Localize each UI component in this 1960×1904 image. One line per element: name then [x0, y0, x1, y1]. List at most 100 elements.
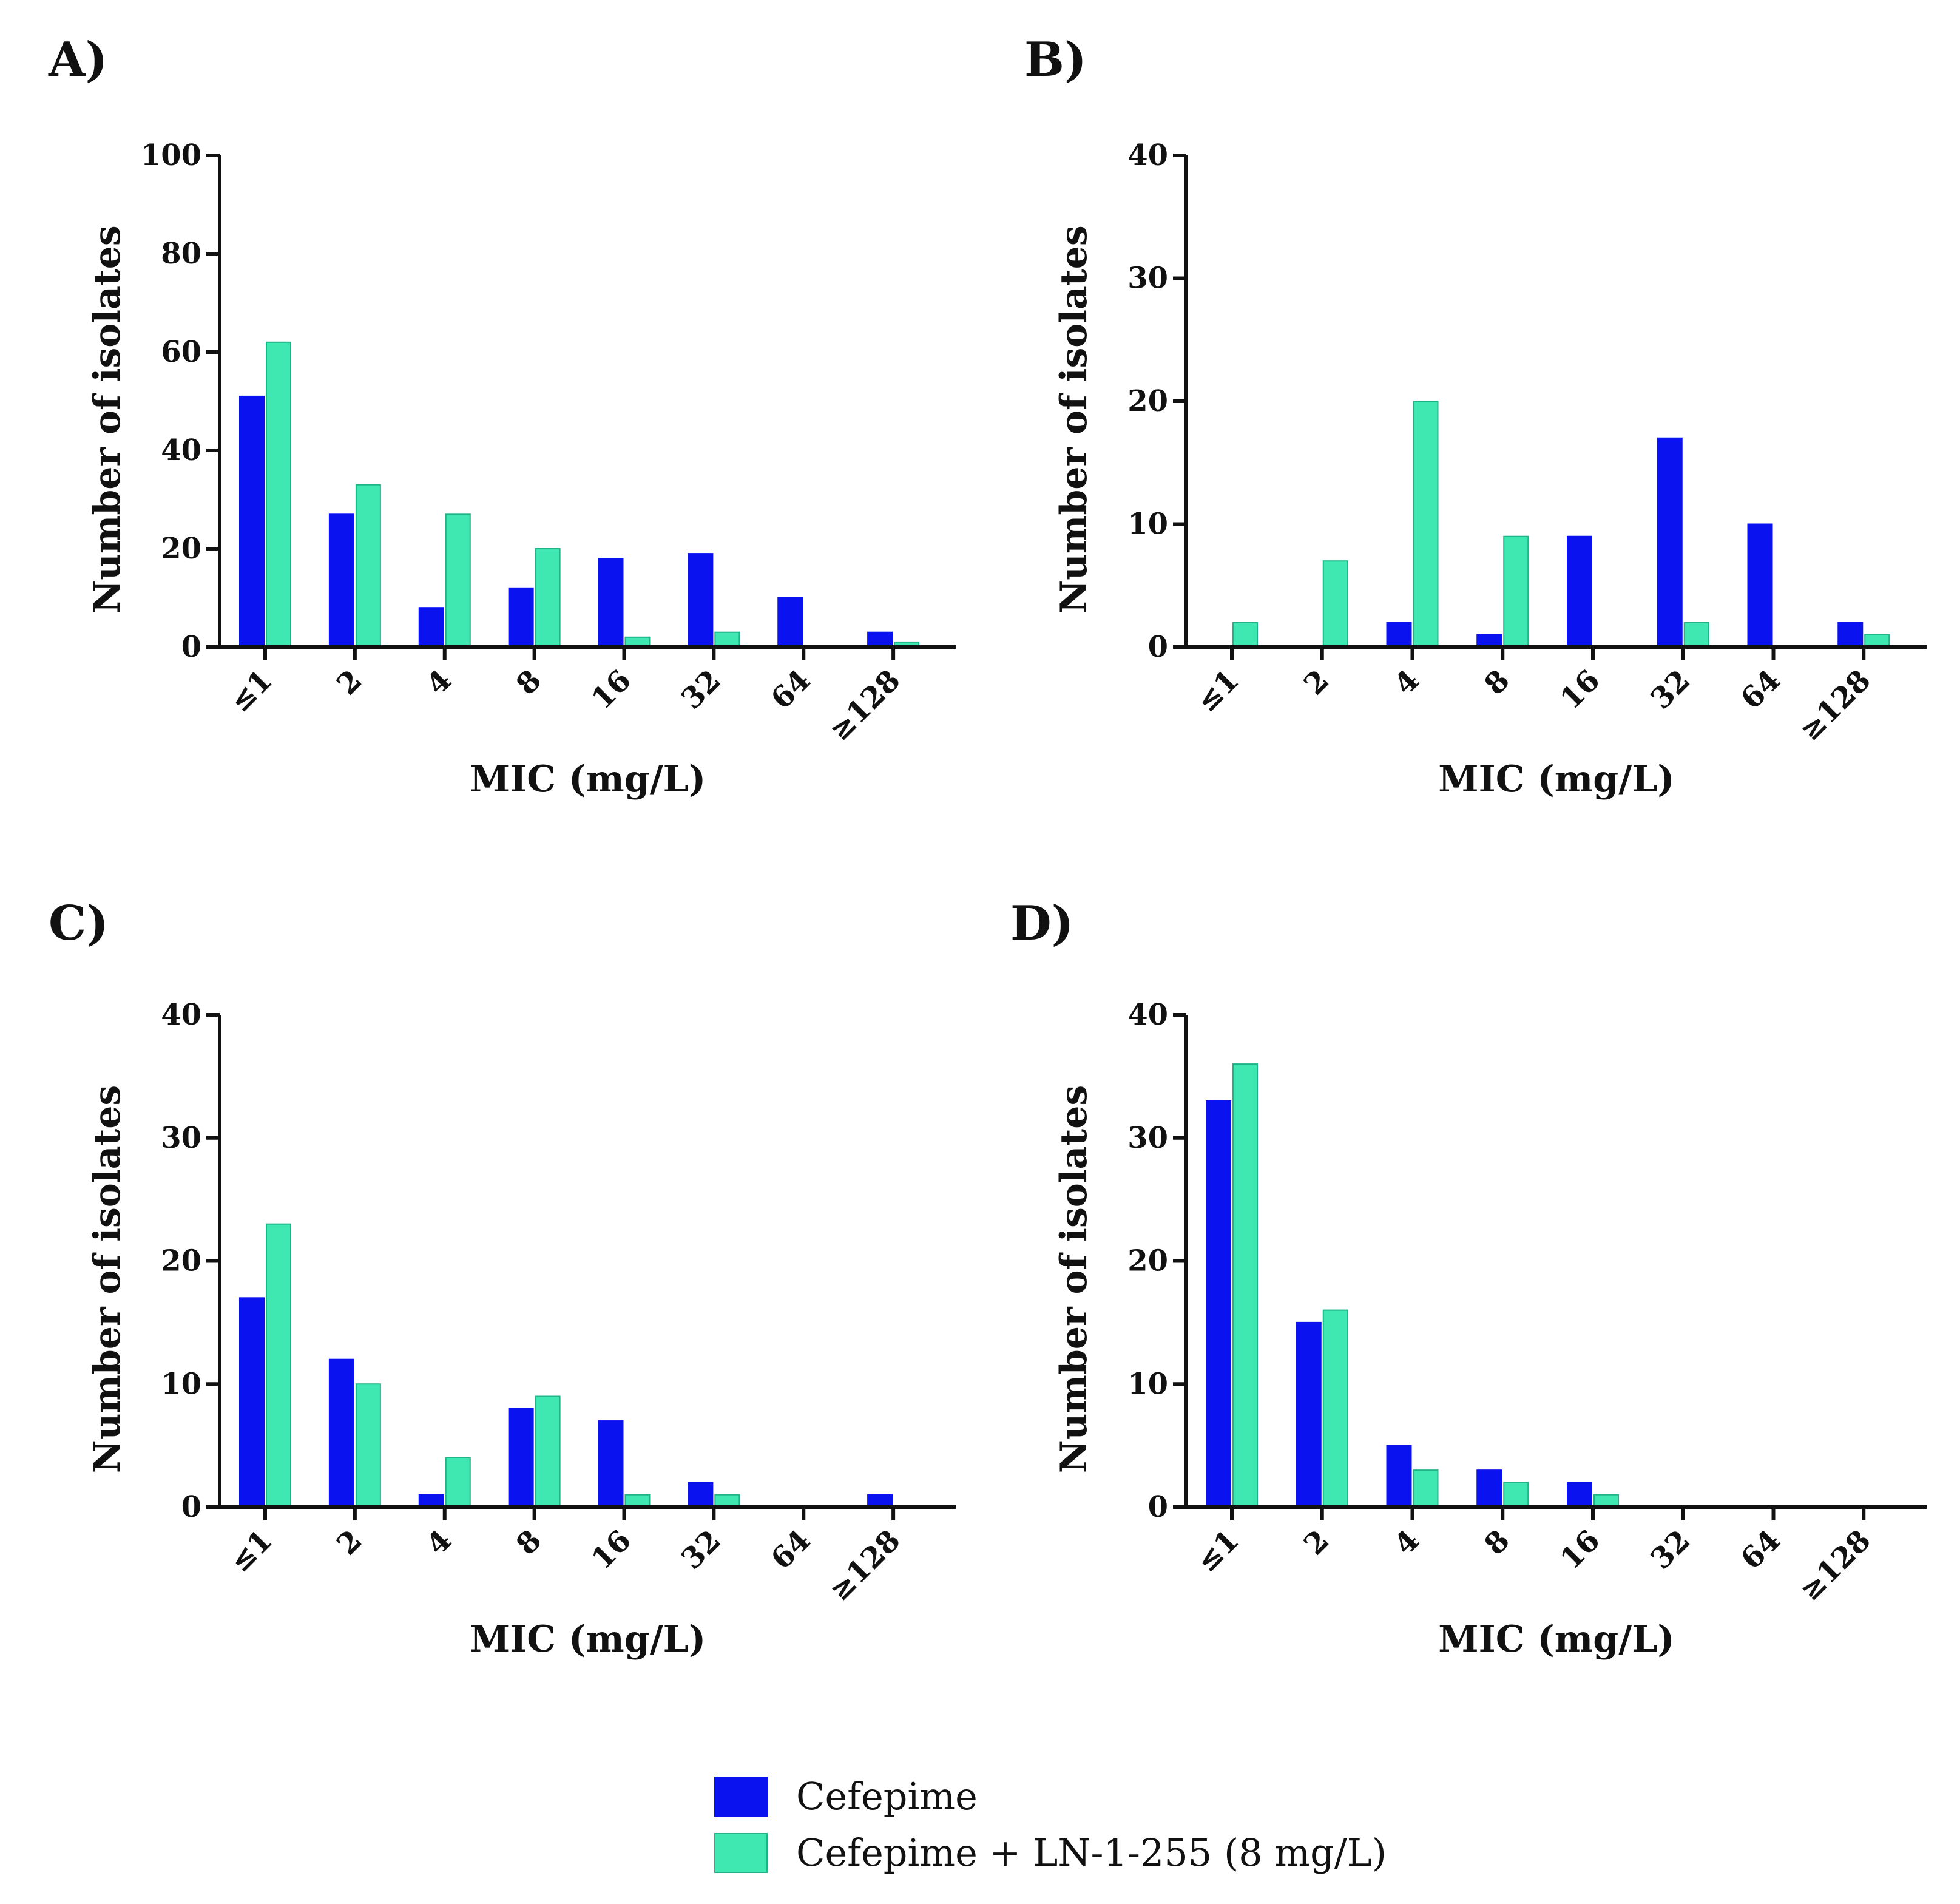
bar-combo-1 — [1322, 1309, 1348, 1508]
x-tick-label: 8 — [510, 1523, 548, 1562]
bar-cefepime-3 — [508, 587, 534, 648]
y-tick-label: 20 — [161, 1244, 201, 1278]
bar-cefepime-4 — [1567, 535, 1592, 648]
bar-cefepime-5 — [1657, 437, 1683, 648]
panel-d: D) 0 10 20 30 40 ≤1 2 4 8 16 32 64 ≥128 MIC (mg/L) Numb… — [1010, 896, 1927, 1661]
bar-cefepime-4 — [598, 1420, 624, 1508]
x-tick-label: 8 — [1478, 663, 1516, 702]
bar-combo-7 — [1864, 634, 1890, 648]
y-axis-title: Number of isolates — [86, 225, 129, 613]
x-tick-label: 2 — [330, 1523, 368, 1562]
y-tick-label: 30 — [161, 1121, 201, 1155]
x-tick-label: ≥128 — [823, 1523, 907, 1608]
panel-c: C) 0 10 20 30 40 ≤1 2 4 8 16 32 64 ≥128 MIC (mg/L) Numb… — [49, 896, 956, 1661]
bar-combo-5 — [714, 1494, 740, 1508]
y-tick-label: 0 — [1148, 630, 1168, 664]
bar-combo-0 — [266, 341, 291, 648]
x-tick-label: 32 — [675, 663, 728, 716]
bar-combo-1 — [355, 1383, 381, 1508]
x-tick-label: ≥128 — [1793, 663, 1877, 748]
bar-cefepime-6 — [777, 597, 803, 648]
x-tick-label: 32 — [675, 1523, 728, 1576]
y-tick-label: 10 — [1127, 1367, 1168, 1401]
x-tick-label: 16 — [1554, 1523, 1607, 1576]
x-tick-label: 32 — [1644, 663, 1697, 716]
y-tick-label: 30 — [1127, 262, 1168, 296]
panel-label: B) — [1024, 32, 1087, 87]
bar-combo-3 — [535, 548, 561, 648]
legend-label: Cefepime — [796, 1774, 978, 1818]
x-tick-label: 32 — [1644, 1523, 1697, 1576]
x-tick-label: 2 — [330, 663, 368, 702]
bar-cefepime-2 — [1386, 1445, 1412, 1508]
y-axis-title: Number of isolates — [86, 1085, 129, 1473]
x-tick-label: 16 — [585, 663, 638, 716]
bar-combo-0 — [1232, 1063, 1258, 1508]
x-tick-label: ≥128 — [823, 663, 907, 748]
bar-cefepime-5 — [688, 553, 714, 648]
y-tick-label: 40 — [161, 433, 201, 467]
y-tick-label: 10 — [1127, 507, 1168, 541]
legend: Cefepime Cefepime + LN-1-255 (8 mg/L) — [714, 1774, 1387, 1875]
bar-combo-4 — [624, 1494, 651, 1508]
bar-cefepime-3 — [1476, 634, 1502, 648]
x-tick-label: ≤1 — [223, 663, 279, 719]
bar-cefepime-3 — [508, 1408, 534, 1508]
bar-cefepime-1 — [328, 1358, 354, 1508]
bar-combo-2 — [445, 513, 471, 648]
y-tick-label: 80 — [161, 237, 201, 271]
y-tick-label: 0 — [181, 630, 201, 664]
y-tick-label: 0 — [1148, 1490, 1168, 1524]
panel-label: A) — [48, 32, 107, 87]
panel-a: A) 0 20 40 60 80 100 ≤1 2 4 8 16 32 64 ≥128 MIC (mg/L) N… — [48, 32, 956, 801]
x-tick-label: 16 — [585, 1523, 638, 1576]
y-tick-label: 60 — [161, 335, 201, 369]
bar-combo-3 — [535, 1395, 561, 1508]
legend-swatch-cefepime — [714, 1777, 768, 1817]
x-axis-title: MIC (mg/L) — [1438, 758, 1674, 801]
y-tick-label: 40 — [1127, 138, 1168, 172]
bar-cefepime-7 — [1837, 622, 1864, 648]
bar-combo-1 — [355, 484, 381, 648]
bar-cefepime-4 — [1567, 1482, 1592, 1508]
y-axis-title: Number of isolates — [1053, 225, 1095, 613]
y-tick-label: 40 — [1127, 998, 1168, 1032]
bar-cefepime-7 — [867, 631, 893, 648]
legend-swatch-combo — [714, 1833, 768, 1873]
x-tick-label: 4 — [420, 663, 458, 702]
x-tick-label: 64 — [765, 1523, 817, 1576]
x-tick-label: ≤1 — [223, 1523, 279, 1579]
y-tick-label: 40 — [161, 998, 201, 1032]
x-tick-label: 64 — [1734, 1523, 1787, 1576]
bar-combo-1 — [1322, 560, 1348, 648]
bar-combo-5 — [1683, 622, 1709, 648]
panel-label: D) — [1010, 896, 1074, 951]
panel-b: B) 0 10 20 30 40 ≤1 2 4 8 16 32 64 ≥128 MIC (mg/L) Numb… — [1024, 32, 1927, 801]
bar-combo-2 — [445, 1457, 471, 1508]
bar-cefepime-4 — [598, 558, 624, 648]
bar-cefepime-0 — [239, 395, 265, 648]
x-tick-label: 2 — [1297, 663, 1336, 702]
x-tick-label: 64 — [1734, 663, 1787, 716]
x-tick-label: 64 — [765, 663, 817, 716]
x-axis-title: MIC (mg/L) — [1438, 1618, 1674, 1661]
x-tick-label: 4 — [1388, 663, 1426, 702]
bar-combo-3 — [1503, 1482, 1529, 1508]
bar-combo-3 — [1503, 535, 1529, 648]
x-tick-label: 16 — [1554, 663, 1607, 716]
y-tick-label: 30 — [1127, 1121, 1168, 1155]
bar-cefepime-0 — [239, 1297, 265, 1508]
y-tick-label: 20 — [161, 532, 201, 566]
bar-cefepime-6 — [1747, 523, 1773, 648]
x-tick-label: 8 — [1478, 1523, 1516, 1562]
bar-cefepime-3 — [1476, 1469, 1502, 1508]
bar-combo-0 — [1232, 622, 1258, 648]
bar-combo-2 — [1413, 1469, 1439, 1508]
legend-label: Cefepime + LN-1-255 (8 mg/L) — [796, 1831, 1387, 1875]
bar-cefepime-2 — [418, 607, 444, 648]
x-tick-label: 4 — [1388, 1523, 1426, 1562]
y-tick-label: 20 — [1127, 1244, 1168, 1278]
bar-combo-0 — [266, 1223, 291, 1508]
y-tick-label: 20 — [1127, 384, 1168, 418]
